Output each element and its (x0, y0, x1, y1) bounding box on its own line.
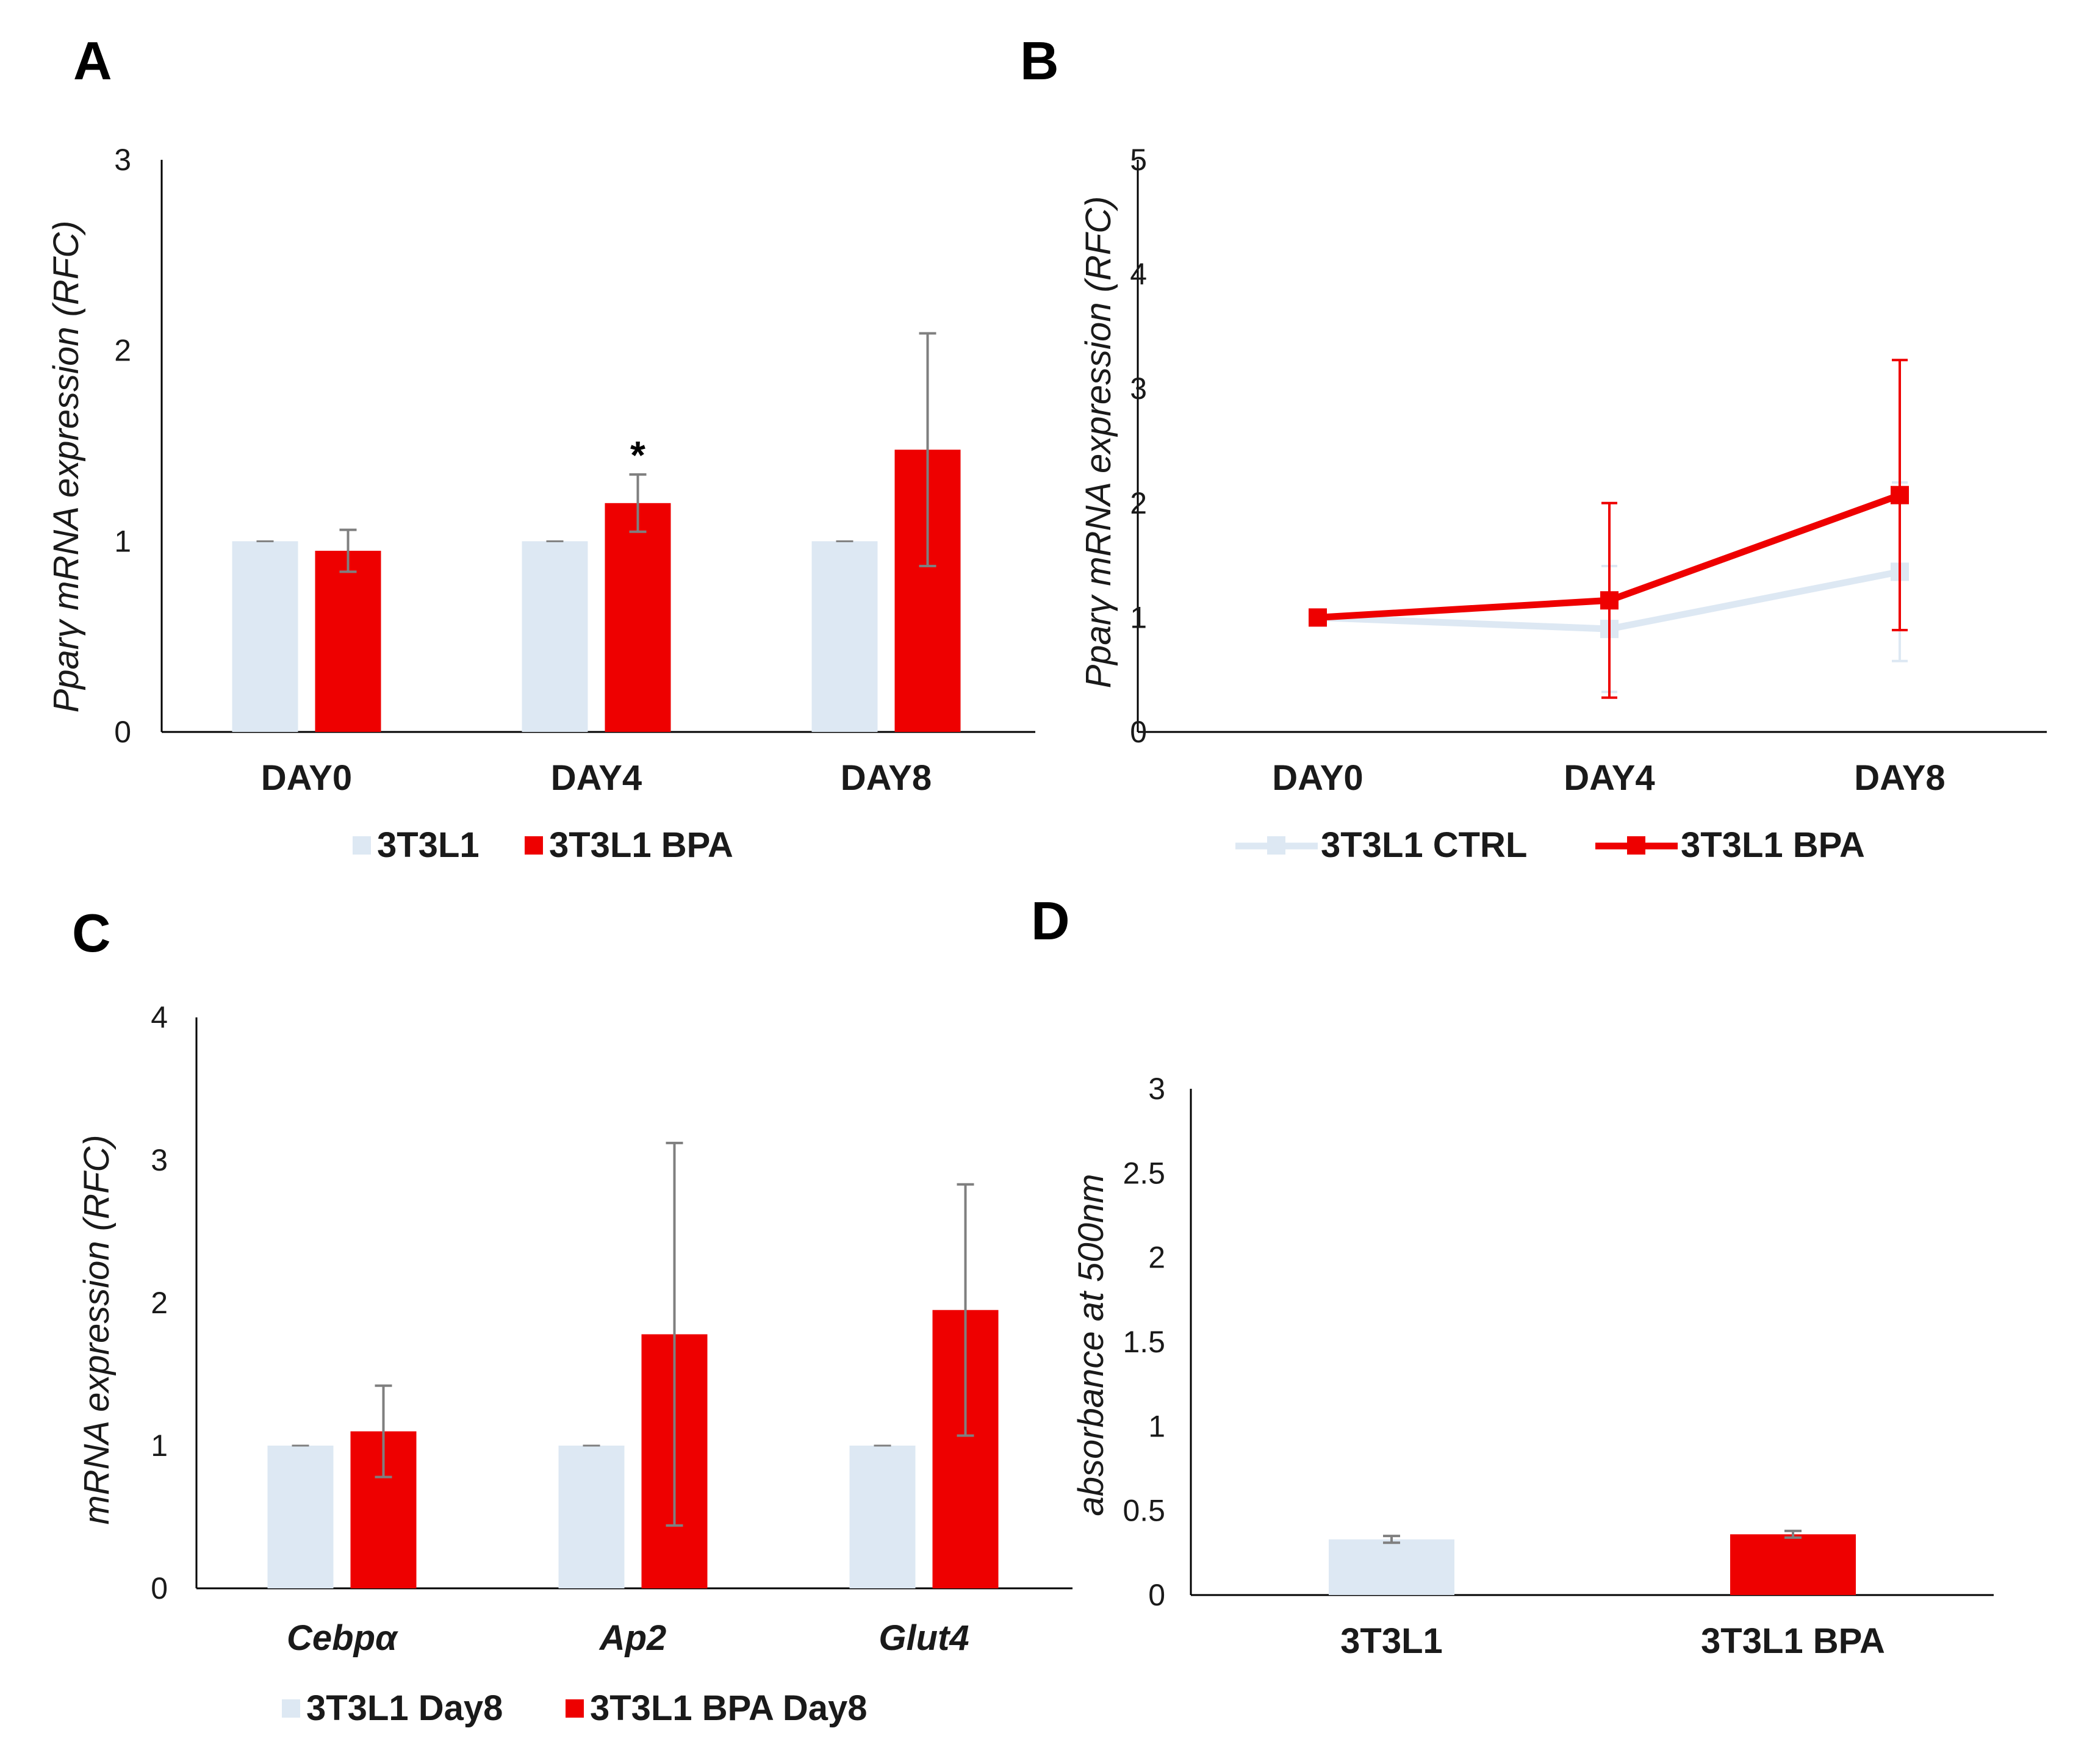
panel-b-legend-label: 3T3L1 BPA (1681, 825, 1865, 865)
panel-a-bar-3t3l1 (522, 541, 588, 732)
panel-c-legend-swatch (282, 1699, 300, 1718)
panel-d-y-tick-label: 2 (1148, 1241, 1165, 1275)
panel-a-bar-3t3l1 (811, 541, 878, 732)
panel-a-ylabel: Pparγ mRNA expression (RFC) (46, 221, 86, 713)
panel-a-letter: A (73, 30, 112, 91)
panel-d-y-tick-label: 3 (1148, 1072, 1165, 1106)
panel-c-legend-label: 3T3L1 Day8 (306, 1688, 503, 1728)
panel-c-category-label: Cebpα (287, 1618, 398, 1658)
panel-d-ylabel: absorbance at 500nm (1071, 1174, 1111, 1516)
panel-a-legend-label: 3T3L1 (377, 825, 480, 865)
panel-b-y-tick-label: 0 (1130, 715, 1147, 749)
panel-b-data-point (1309, 608, 1327, 627)
panel-b-y-tick-label: 5 (1130, 143, 1147, 177)
panel-d-y-tick-label: 1 (1148, 1409, 1165, 1443)
panel-c-bar-3t3l1-day8 (558, 1446, 625, 1588)
panel-d-bar-values (1730, 1534, 1856, 1595)
panel-b-legend-marker (1267, 836, 1285, 855)
panel-b-category-label: DAY8 (1854, 758, 1945, 798)
panel-a-bar-3t3l1-bpa (315, 550, 381, 732)
panel-a-legend-swatch (353, 836, 371, 855)
panel-b-y-tick-label: 3 (1130, 371, 1147, 406)
panel-c-category-label: Ap2 (598, 1618, 667, 1658)
panel-b-y-tick-label: 1 (1130, 600, 1147, 634)
panel-a-legend-label: 3T3L1 BPA (549, 825, 733, 865)
panel-a-category-label: DAY0 (261, 758, 352, 798)
panel-d-category-label: 3T3L1 (1340, 1621, 1443, 1661)
panel-c-legend-label: 3T3L1 BPA Day8 (590, 1688, 868, 1728)
panel-b-ylabel: Pparγ mRNA expression (RFC) (1079, 196, 1118, 689)
panel-c-y-tick-label: 2 (151, 1286, 168, 1320)
panel-b: B Pparγ mRNA expression (RFC) 0 1 2 3 4 5 DAY0… (1020, 30, 2047, 865)
panel-b-y-tick-label: 4 (1130, 257, 1147, 292)
panel-a: A Pparγ mRNA expression (RFC) 0 1 2 3 DAY0 DA… (46, 30, 1035, 865)
panel-a-y-tick-label: 2 (114, 334, 131, 368)
panel-c-y-tick-label: 3 (151, 1143, 168, 1177)
panel-d-y-tick-label: 0.5 (1123, 1494, 1165, 1528)
panel-b-category-label: DAY4 (1564, 758, 1655, 798)
panel-a-y-tick-label: 1 (114, 524, 131, 558)
panel-d-y-tick-label: 2.5 (1123, 1156, 1165, 1190)
panel-c-category-label: Glut4 (879, 1618, 969, 1658)
panel-a-legend-swatch (525, 836, 543, 855)
panel-c-legend-swatch (566, 1699, 584, 1718)
panel-c-letter: C (72, 903, 111, 963)
panel-c-bar-3t3l1-day8 (267, 1446, 334, 1588)
panel-b-letter: B (1020, 30, 1059, 91)
panel-d-bar-values (1329, 1539, 1454, 1595)
panel-c: C mRNA expression (RFC) 0 1 2 3 4 Cebpα Ap2 Glu… (72, 903, 1073, 1728)
panel-a-category-label: DAY8 (841, 758, 932, 798)
panel-b-data-point (1891, 486, 1909, 504)
panel-a-significance-marker: * (630, 433, 645, 477)
panel-b-legend-label: 3T3L1 CTRL (1321, 825, 1527, 865)
panel-c-y-tick-label: 1 (151, 1429, 168, 1463)
panel-c-bar-3t3l1-day8 (849, 1446, 916, 1588)
panel-b-y-tick-label: 2 (1130, 486, 1147, 520)
panel-b-legend-marker (1627, 836, 1645, 855)
panel-a-bar-3t3l1-bpa (605, 503, 671, 732)
panel-a-bar-3t3l1 (232, 541, 298, 732)
panel-d-y-tick-label: 1.5 (1123, 1325, 1165, 1359)
panel-d-y-tick-label: 0 (1148, 1578, 1165, 1612)
panel-a-y-tick-label: 3 (114, 143, 131, 177)
panel-d-category-label: 3T3L1 BPA (1701, 1621, 1885, 1661)
panel-d: D absorbance at 500nm 0 0.5 1 1.5 2 2.5 3 3T3L1… (1031, 891, 1994, 1661)
panel-c-y-tick-label: 0 (151, 1571, 168, 1605)
panel-b-data-point (1600, 591, 1619, 610)
panel-a-y-tick-label: 0 (114, 715, 131, 749)
panel-d-letter: D (1031, 891, 1070, 951)
panel-c-y-tick-label: 4 (151, 1000, 168, 1034)
panel-b-category-label: DAY0 (1272, 758, 1363, 798)
panel-a-category-label: DAY4 (551, 758, 642, 798)
panel-c-ylabel: mRNA expression (RFC) (77, 1135, 117, 1524)
